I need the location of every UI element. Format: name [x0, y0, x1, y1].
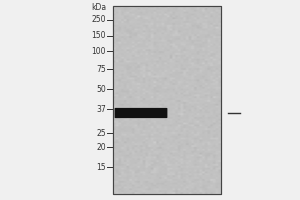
Text: 50: 50 [96, 85, 106, 94]
Bar [112, 6, 220, 194]
FancyBboxPatch shape [115, 108, 167, 118]
Bar [112, 6, 220, 194]
Text: 15: 15 [96, 162, 106, 171]
Text: 20: 20 [96, 142, 106, 152]
Text: 250: 250 [92, 16, 106, 24]
Text: 150: 150 [92, 31, 106, 40]
Text: 37: 37 [96, 105, 106, 114]
Text: 75: 75 [96, 64, 106, 73]
Text: kDa: kDa [92, 2, 106, 11]
Text: 25: 25 [96, 129, 106, 138]
Text: 100: 100 [92, 46, 106, 55]
